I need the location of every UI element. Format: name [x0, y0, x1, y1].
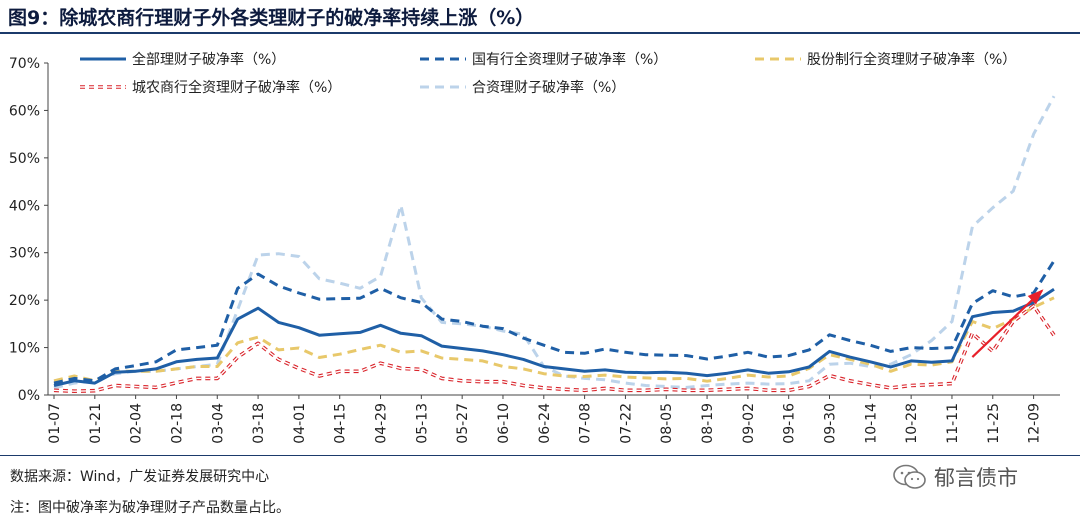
x-tick-label: 04-01 — [292, 403, 308, 444]
series-line-2 — [53, 296, 1055, 383]
title-divider — [0, 32, 1080, 34]
x-tick-label: 04-29 — [374, 403, 390, 444]
x-tick-label: 11-25 — [986, 403, 1002, 444]
x-tick-label: 09-02 — [741, 403, 757, 444]
x-tick-label: 07-08 — [578, 403, 594, 444]
x-tick-label: 07-22 — [618, 403, 634, 444]
x-tick-label: 10-28 — [904, 403, 920, 444]
series-line-0 — [53, 287, 1055, 387]
legend-label: 股份制行全资理财子破净率（%） — [807, 51, 1016, 68]
x-tick-label: 05-13 — [414, 403, 430, 444]
chart-legend: 全部理财子破净率（%） 国有行全资理财子破净率（%） 股份制行全资理财子破净率（%）… — [80, 51, 1016, 96]
line-chart: 0% 10% 20% 30% 40% 50% 60% 70% 01-07 01-21 02-04 02… — [9, 51, 1060, 444]
x-tick-label: 08-19 — [700, 403, 716, 444]
trend-arrow-head — [1027, 289, 1044, 305]
series-line-3-inner — [53, 305, 1055, 392]
x-tick-label: 03-04 — [210, 403, 226, 444]
chart-axes: 0% 10% 20% 30% 40% 50% 60% 70% 01-07 01-21 02-04 02… — [9, 56, 1060, 444]
wechat-icon — [893, 464, 926, 489]
chart-annotations — [971, 289, 1044, 358]
y-tick-label: 60% — [9, 103, 40, 119]
watermark: 郁言债市 — [892, 462, 1018, 492]
x-tick-label: 11-11 — [945, 403, 961, 444]
legend-label: 全部理财子破净率（%） — [132, 51, 285, 68]
x-tick-label: 09-30 — [823, 403, 839, 444]
x-tick-label: 06-10 — [496, 403, 512, 444]
x-tick-label: 05-27 — [455, 403, 471, 444]
legend-label: 城农商行全资理财子破净率（%） — [132, 79, 341, 96]
series-line-1 — [53, 259, 1056, 385]
watermark-text: 郁言债市 — [934, 466, 1018, 490]
chart-series — [53, 95, 1056, 394]
trend-arrow-shaft — [971, 289, 1043, 358]
x-tick-label: 08-05 — [659, 403, 675, 444]
y-tick-label: 40% — [9, 198, 40, 214]
y-tick-label: 10% — [9, 341, 40, 357]
series-line-4 — [53, 95, 1056, 390]
source-note: 数据来源：Wind，广发证券发展研究中心 — [10, 469, 270, 485]
x-tick-label: 01-07 — [47, 403, 63, 444]
page-title: 图9：除城农商行理财子外各类理财子的破净率持续上涨（%） — [8, 7, 535, 29]
x-tick-label: 09-16 — [782, 403, 798, 444]
y-tick-label: 30% — [9, 246, 40, 262]
y-tick-label: 20% — [9, 293, 40, 309]
x-tick-label: 02-04 — [129, 403, 145, 444]
x-tick-label: 12-09 — [1027, 403, 1043, 444]
x-tick-label: 06-24 — [537, 403, 553, 444]
y-tick-label: 70% — [9, 56, 40, 72]
x-tick-label: 10-14 — [863, 403, 879, 444]
x-tick-label: 01-21 — [88, 403, 104, 444]
y-tick-label: 0% — [18, 388, 40, 404]
footnote: 注：图中破净率为破净理财子产品数量占比。 — [10, 500, 290, 516]
y-tick-label: 50% — [9, 151, 40, 167]
legend-label: 合资理财子破净率（%） — [472, 79, 625, 96]
x-tick-label: 02-18 — [169, 403, 185, 444]
legend-label: 国有行全资理财子破净率（%） — [472, 51, 667, 68]
x-tick-label: 03-18 — [251, 403, 267, 444]
x-tick-label: 04-15 — [333, 403, 349, 444]
footer-divider — [0, 455, 1080, 456]
